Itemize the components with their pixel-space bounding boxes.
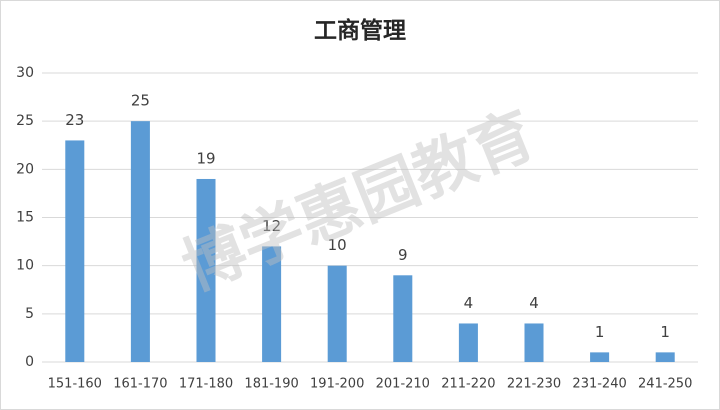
x-tick-label: 241-250 bbox=[638, 377, 692, 392]
bar bbox=[458, 323, 478, 362]
data-label: 10 bbox=[328, 236, 347, 254]
x-tick-label: 201-210 bbox=[376, 377, 430, 392]
bar bbox=[262, 246, 282, 362]
x-tick-label: 231-240 bbox=[572, 377, 626, 392]
data-label: 12 bbox=[262, 217, 281, 235]
x-tick-label: 161-170 bbox=[113, 377, 167, 392]
data-label: 4 bbox=[464, 294, 474, 312]
x-tick-label: 181-190 bbox=[244, 377, 298, 392]
data-label: 4 bbox=[529, 294, 539, 312]
bar bbox=[130, 121, 150, 363]
x-tick-label: 151-160 bbox=[48, 377, 102, 392]
bar bbox=[65, 140, 85, 362]
bar bbox=[393, 275, 413, 362]
data-label: 25 bbox=[131, 92, 150, 110]
data-label: 1 bbox=[660, 323, 670, 341]
chart-title: 工商管理 bbox=[314, 17, 406, 44]
bar bbox=[196, 178, 216, 362]
bar bbox=[524, 323, 544, 362]
y-tick-label: 5 bbox=[25, 306, 34, 322]
y-tick-label: 20 bbox=[16, 161, 34, 177]
y-tick-label: 0 bbox=[25, 354, 34, 370]
x-tick-label: 191-200 bbox=[310, 377, 364, 392]
y-tick-label: 10 bbox=[16, 258, 34, 274]
data-label: 19 bbox=[196, 149, 215, 167]
bar bbox=[590, 352, 610, 362]
y-tick-label: 30 bbox=[16, 65, 34, 81]
x-tick-label: 171-180 bbox=[179, 377, 233, 392]
y-tick-label: 25 bbox=[16, 113, 34, 129]
y-tick-label: 15 bbox=[16, 210, 34, 226]
x-tick-label: 211-220 bbox=[441, 377, 495, 392]
x-tick-label: 221-230 bbox=[507, 377, 561, 392]
data-label: 9 bbox=[398, 246, 408, 264]
bar bbox=[655, 352, 675, 362]
bar bbox=[327, 265, 347, 362]
data-label: 23 bbox=[65, 111, 84, 129]
data-label: 1 bbox=[595, 323, 605, 341]
